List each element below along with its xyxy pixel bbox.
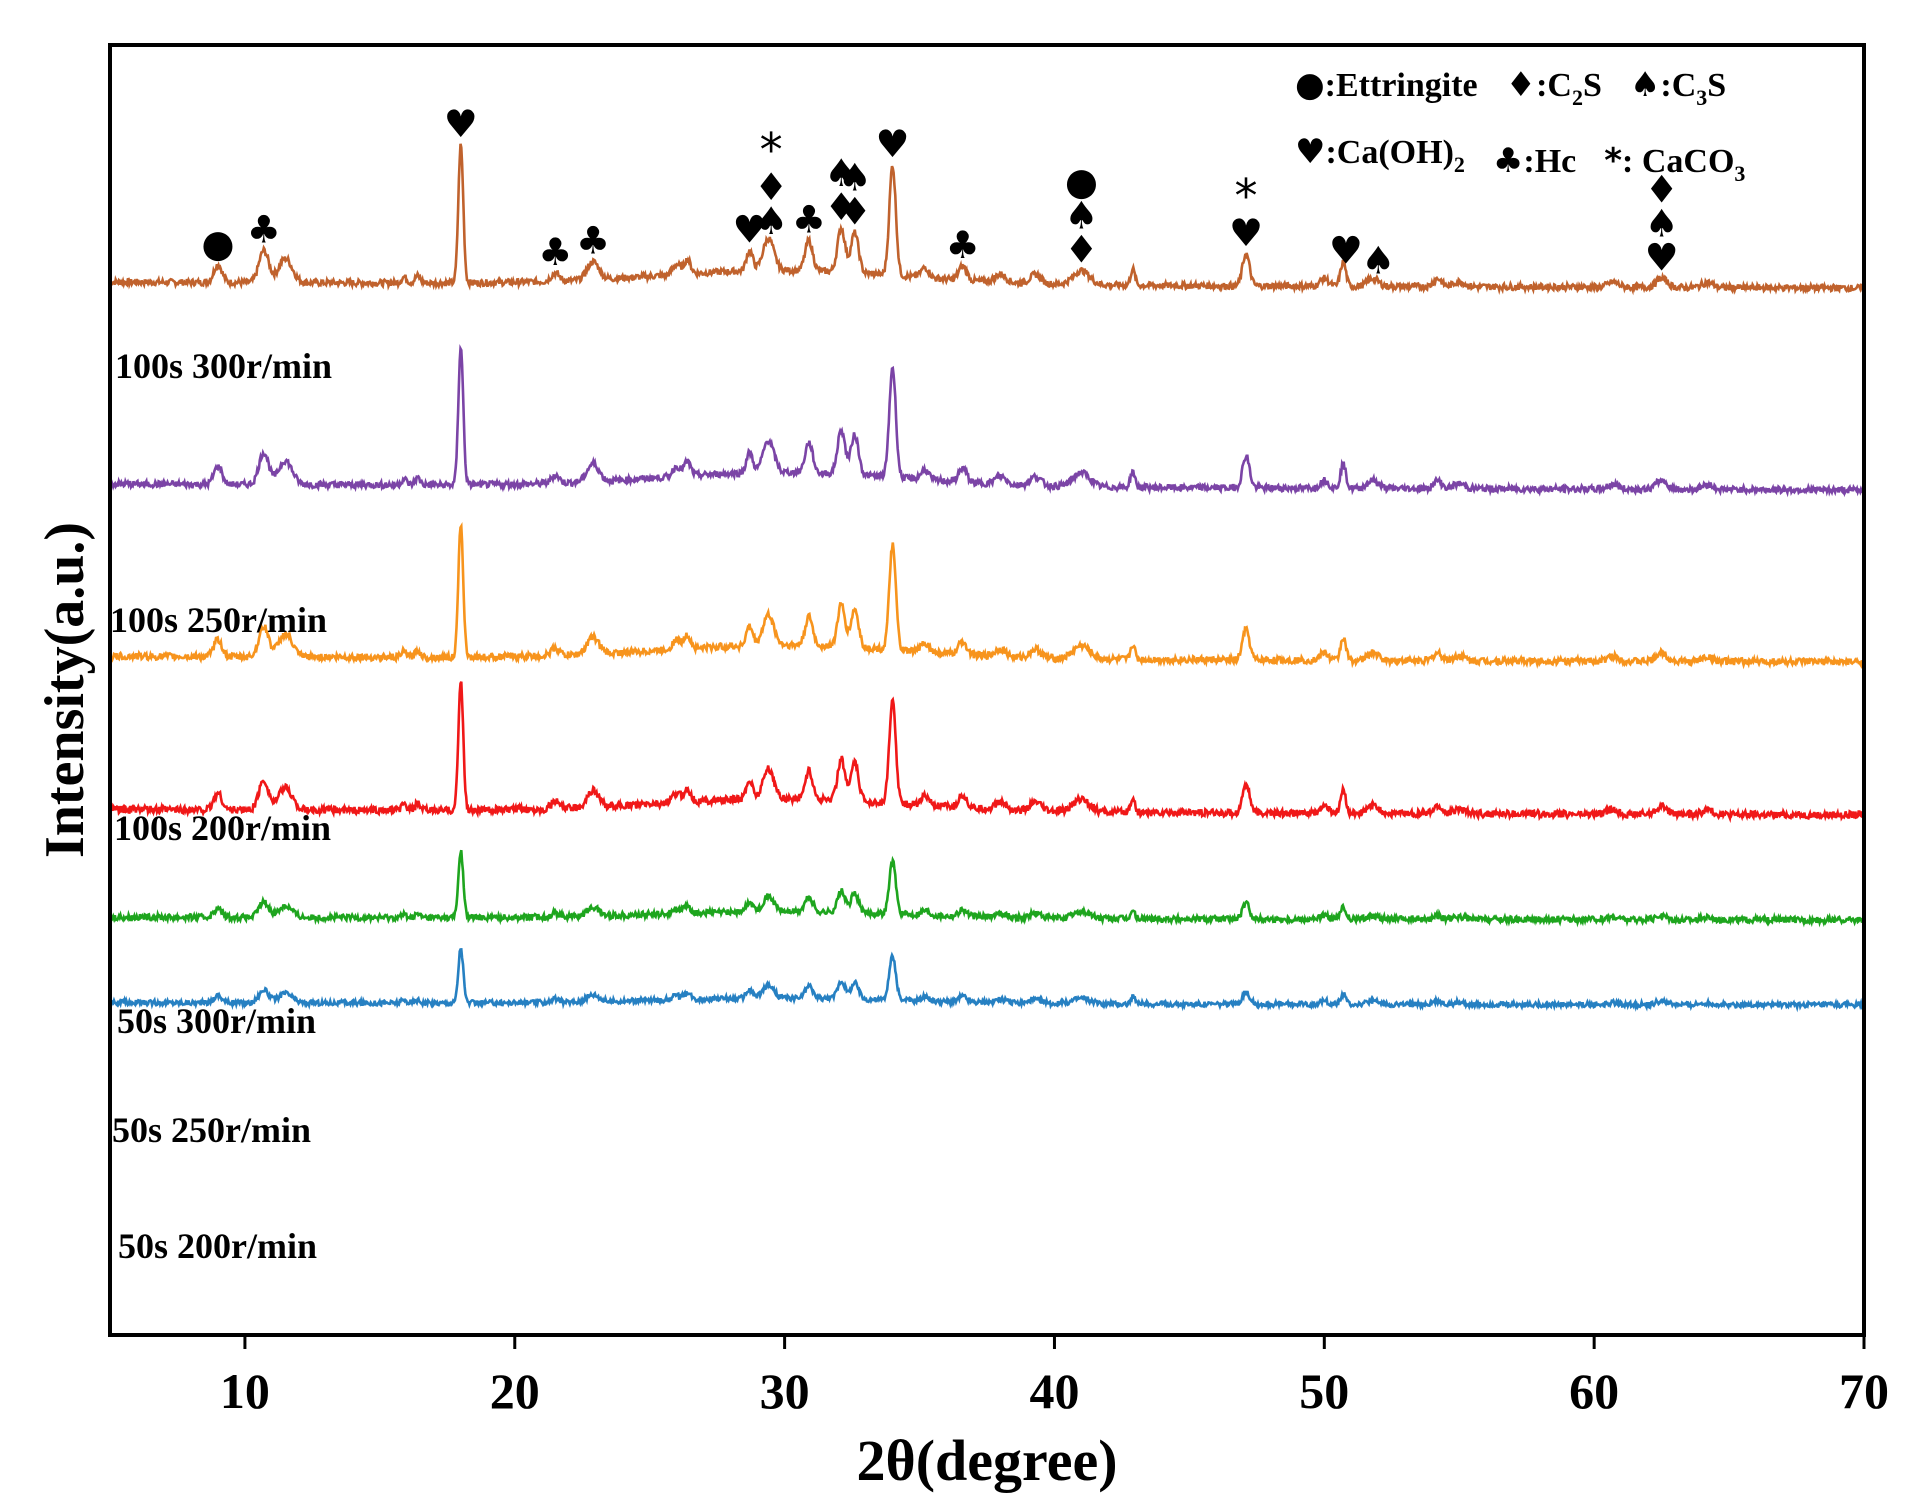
series-label: 50s 300r/min bbox=[117, 1001, 316, 1041]
series-line bbox=[108, 681, 1864, 824]
series-line bbox=[109, 143, 1864, 296]
x-tick-label: 20 bbox=[490, 1363, 540, 1419]
series-label: 100s 300r/min bbox=[115, 346, 332, 386]
legend-tail: S bbox=[1583, 67, 1602, 104]
x-tick-label: 10 bbox=[220, 1363, 270, 1419]
series-layer bbox=[108, 143, 1865, 1013]
legend-symbol: ● bbox=[1295, 65, 1325, 105]
peak-symbol: ♠ bbox=[1064, 194, 1098, 238]
peak-symbol: ♣ bbox=[792, 198, 826, 242]
peak-symbol: ♣ bbox=[538, 230, 572, 274]
series-label-layer: 100s 300r/min 100s 250r/min 100s 200r/min 5… bbox=[110, 346, 332, 1266]
peak-symbol: * bbox=[760, 123, 783, 177]
peak-symbol: ♦ bbox=[838, 190, 872, 234]
series-line bbox=[108, 947, 1865, 1013]
peak-label-layer: ● ♣♥♣ ♣ ♥♠♦*♣♦♠♦♠♥♣ ♦♠●♥*♥♠ ♥♠♦ bbox=[201, 102, 1678, 283]
peak-symbol: ♣ bbox=[247, 207, 281, 251]
peak-symbol: ♥ bbox=[876, 122, 910, 166]
peak-symbol: ♣ bbox=[576, 219, 610, 263]
peak-symbol: ♥ bbox=[1229, 211, 1263, 255]
peak-symbol: ♦ bbox=[1645, 167, 1679, 211]
series-label: 50s 200r/min bbox=[118, 1226, 317, 1266]
y-axis-label: Intensity(a.u.) bbox=[34, 522, 96, 858]
legend-symbol: ♠ bbox=[1630, 65, 1660, 105]
x-tick-label: 70 bbox=[1839, 1363, 1889, 1419]
series-line bbox=[108, 522, 1864, 670]
legend-tail: S bbox=[1707, 67, 1726, 104]
legend-subscript: 3 bbox=[1734, 161, 1745, 186]
series-label: 100s 250r/min bbox=[110, 600, 327, 640]
series-label: 100s 200r/min bbox=[114, 808, 331, 848]
peak-symbol: ♠ bbox=[1645, 201, 1679, 245]
peak-symbol: ♠ bbox=[1361, 238, 1395, 282]
peak-symbol: ♥ bbox=[732, 208, 766, 252]
legend-text: :Hc bbox=[1523, 143, 1576, 180]
legend-text: :C bbox=[1536, 67, 1572, 104]
peak-symbol: ♥ bbox=[444, 102, 478, 146]
legend-symbol: ♣ bbox=[1493, 141, 1523, 181]
legend-text: :Ca(OH) bbox=[1325, 134, 1453, 171]
legend-subscript: 2 bbox=[1572, 85, 1583, 110]
legend-text: :Ettringite bbox=[1325, 67, 1478, 104]
peak-symbol: ♠ bbox=[754, 199, 788, 243]
x-tick-label: 50 bbox=[1299, 1363, 1349, 1419]
peak-symbol: ♥ bbox=[1329, 229, 1363, 273]
legend-symbol: * bbox=[1604, 141, 1622, 181]
x-axis-label: 2θ(degree) bbox=[856, 1428, 1117, 1493]
peak-symbol: ♠ bbox=[838, 156, 872, 200]
series-line bbox=[108, 849, 1865, 928]
peak-symbol: ♥ bbox=[1645, 235, 1679, 279]
x-tick-label: 60 bbox=[1569, 1363, 1619, 1419]
peak-symbol: ♦ bbox=[754, 165, 788, 209]
legend-row-1: ●:Ettringite ♦:C2S ♠:C3S bbox=[1295, 65, 1726, 110]
legend-subscript: 3 bbox=[1696, 85, 1707, 110]
legend-symbol: ♦ bbox=[1506, 65, 1536, 105]
x-tick-label: 30 bbox=[760, 1363, 810, 1419]
peak-symbol: ♦ bbox=[824, 185, 858, 229]
peak-symbol: * bbox=[1235, 169, 1258, 223]
peak-symbol: ♠ bbox=[824, 151, 858, 195]
legend: ●:Ettringite ♦:C2S ♠:C3S ♥:Ca(OH)2 ♣:Hc *: C… bbox=[1295, 65, 1745, 186]
x-tick-label: 40 bbox=[1029, 1363, 1079, 1419]
legend-subscript: 2 bbox=[1454, 152, 1465, 177]
legend-text: :C bbox=[1660, 67, 1696, 104]
legend-text: : CaCO bbox=[1622, 143, 1734, 180]
legend-symbol: ♥ bbox=[1295, 132, 1325, 172]
plot-frame bbox=[108, 43, 1866, 1337]
series-label: 50s 250r/min bbox=[112, 1110, 311, 1150]
legend-row-2: ♥:Ca(OH)2 ♣:Hc *: CaCO3 bbox=[1295, 132, 1745, 186]
peak-symbol: ● bbox=[1065, 160, 1098, 204]
x-axis-ticks: 10 20 30 40 50 60 70 bbox=[220, 1335, 1889, 1419]
peak-symbol: ♦ bbox=[1064, 228, 1098, 272]
series-line bbox=[108, 344, 1864, 498]
peak-symbol: ● bbox=[201, 221, 234, 265]
peak-symbol: ♣ bbox=[946, 223, 980, 267]
